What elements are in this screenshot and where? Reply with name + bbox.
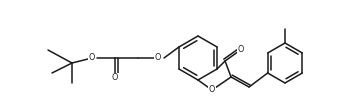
Text: O: O (112, 74, 118, 83)
Text: O: O (238, 44, 244, 53)
Text: O: O (209, 86, 215, 94)
Text: O: O (155, 53, 161, 63)
Text: O: O (89, 53, 95, 63)
